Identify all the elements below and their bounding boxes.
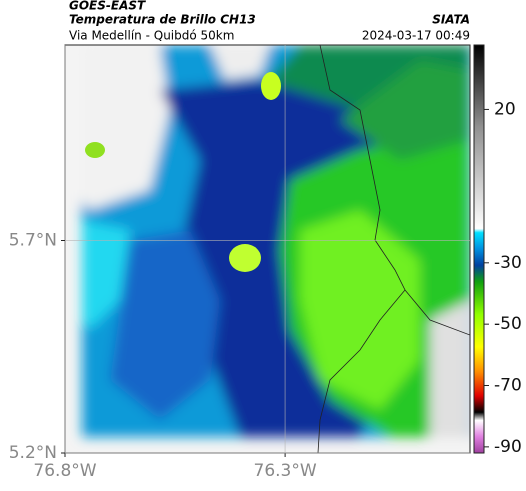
lat-tick-label: 5.7°N (9, 231, 57, 251)
colorbar-tick-label: -50 (494, 314, 522, 334)
location: Via Medellín - Quibdó 50km (69, 29, 234, 43)
timestamp: 2024-03-17 00:49 (362, 29, 470, 43)
colorbar-tick-label: 20 (494, 99, 516, 119)
lat-tick-label: 5.2°N (9, 443, 57, 463)
satellite-image (65, 45, 470, 453)
source: SIATA (432, 13, 470, 27)
colorbar-tick-label: -70 (494, 376, 522, 396)
title: GOES-EAST (69, 0, 146, 13)
lon-tick-label: 76.3°W (254, 461, 317, 481)
lon-tick-label: 76.8°W (33, 461, 96, 481)
colorbar (473, 44, 485, 454)
colorbar-tick-label: -90 (494, 437, 522, 457)
subtitle: Temperatura de Brillo CH13 (69, 13, 256, 27)
colorbar-tick-label: -30 (494, 253, 522, 273)
